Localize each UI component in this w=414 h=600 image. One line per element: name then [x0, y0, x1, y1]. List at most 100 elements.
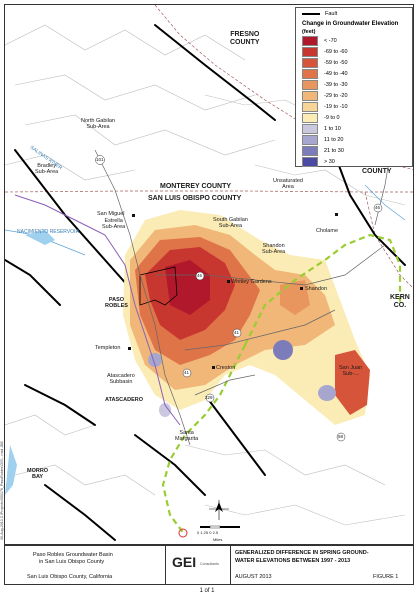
legend-class-label: 1 to 10: [324, 125, 341, 132]
templeton-marker: [128, 347, 131, 350]
legend-swatch: [302, 134, 318, 145]
legend-class-item: -9 to 0: [296, 112, 412, 123]
label-morro-bay: MORRO BAY: [27, 468, 49, 480]
legend-class-label: > 30: [324, 158, 335, 165]
fault-line: [134, 434, 206, 496]
label-slo-county: SAN LUIS OBISPO COUNTY: [148, 195, 242, 202]
fault-line: [334, 154, 406, 266]
legend-class-item: 21 to 30: [296, 145, 412, 156]
salinas-river: [14, 194, 181, 426]
title-block: Paso Robles Groundwater Basin in San Lui…: [4, 545, 414, 585]
basin-line-1: Paso Robles Groundwater Basin: [33, 552, 113, 558]
paso-robles-boundary: [139, 266, 178, 306]
legend-class-item: < -70: [296, 35, 412, 46]
label-kern-county: KERN CO.: [390, 294, 410, 309]
label-creston: Creston: [216, 365, 236, 371]
logo-text: GEI: [172, 554, 197, 570]
creston-marker: [212, 366, 215, 369]
legend-swatch: [302, 79, 318, 90]
legend-swatch: [302, 145, 318, 156]
label-bradley: Bradley Sub-Area: [35, 163, 59, 175]
fault-line: [24, 384, 96, 426]
gei-logo: GEI Consultants: [165, 546, 231, 584]
legend-swatch: [302, 68, 318, 79]
legend-swatch: [302, 112, 318, 123]
label-san-miguel: San Miguel: [97, 211, 125, 217]
legend-swatch: [302, 156, 318, 167]
legend-swatch: [302, 46, 318, 57]
label-san-juan-subarea: San Juan Sub-...: [339, 365, 363, 377]
page-footer: 1 of 1: [199, 588, 215, 594]
legend-class-item: > 30: [296, 156, 412, 167]
figure-number: FIGURE 1: [373, 574, 399, 580]
legend-class-item: 1 to 10: [296, 123, 412, 134]
label-whitley-gardens: Whitley Gardens: [231, 279, 272, 285]
figure-title-line-1: GENERALIZED DIFFERENCE IN SPRING GROUND-: [235, 550, 369, 556]
legend-class-item: -49 to -40: [296, 68, 412, 79]
label-fresno-county: FRESNO COUNTY: [230, 31, 260, 46]
cholame-marker: [335, 213, 338, 216]
legend-class-label: 21 to 30: [324, 147, 344, 154]
label-hwy-58: 58: [338, 434, 344, 439]
legend-class-label: -49 to -40: [324, 70, 348, 77]
legend-swatch: [302, 35, 318, 46]
legend-class-label: -59 to -50: [324, 59, 348, 66]
legend-class-label: -39 to -30: [324, 81, 348, 88]
legend-class-item: -69 to -60: [296, 46, 412, 57]
north-arrow: [209, 500, 229, 520]
label-atascadero: ATASCADERO: [105, 397, 143, 403]
label-hwy-101: 101: [96, 157, 104, 162]
monterey-slo-county-line: [5, 190, 413, 193]
legend-class-label: -29 to -20: [324, 92, 348, 99]
highway-46-east-shield: [373, 203, 383, 213]
location-text: San Luis Obispo County, California: [27, 574, 113, 580]
legend-class-label: 11 to 20: [324, 136, 344, 143]
logo-subtext: Consultants: [200, 562, 219, 566]
legend-swatch: [302, 101, 318, 112]
fault-line: [154, 24, 276, 121]
label-hwy-46: 46: [197, 273, 203, 278]
legend-swatch: [302, 123, 318, 134]
legend-classes: < -70 -69 to -60 -59 to -50 -49 to -40 -39 t…: [296, 35, 412, 167]
basin-boundary: [161, 233, 402, 536]
label-hwy-229: 229: [205, 395, 213, 400]
label-hwy-46-east: 46: [375, 205, 381, 210]
fault-line: [5, 259, 61, 306]
legend-class-item: -19 to -10: [296, 101, 412, 112]
label-santa-margarita: Santa Margarita: [175, 430, 199, 442]
legend-class-label: -9 to 0: [324, 114, 340, 121]
scale-units: Miles: [213, 537, 223, 542]
map-frame: FRESNO COUNTY KINGS COUNTY MONTEREY COUN…: [4, 4, 414, 545]
label-shandon: Shandon: [305, 286, 328, 292]
whitley-gardens-marker: [227, 280, 230, 283]
label-templeton: Templeton: [95, 345, 121, 351]
legend-fault: Fault: [296, 8, 412, 19]
legend-swatch: [302, 57, 318, 68]
scale-bar: [200, 525, 240, 529]
legend-units: (feet): [302, 29, 316, 35]
label-north-gabilan: North Gabilan Sub-Area: [81, 118, 115, 130]
figure-title-line-2: WATER ELEVATIONS BETWEEN 1997 - 2013: [235, 558, 351, 564]
legend-class-label: -69 to -60: [324, 48, 348, 55]
label-monterey-county: MONTEREY COUNTY: [160, 183, 232, 190]
basin-line-2: in San Luis Obispo County: [39, 559, 105, 565]
legend-class-item: -59 to -50: [296, 57, 412, 68]
label-hwy-41-south: 41: [184, 370, 190, 375]
legend-title: Change in Groundwater Elevation: [302, 21, 399, 27]
title-block-right: GENERALIZED DIFFERENCE IN SPRING GROUND-…: [229, 546, 413, 584]
title-block-left: Paso Robles Groundwater Basin in San Lui…: [5, 546, 165, 584]
map-legend: Fault Change in Groundwater Elevation (f…: [295, 7, 413, 167]
highway-41: [184, 309, 336, 351]
legend-swatch: [302, 90, 318, 101]
scale-text: 0 1.25 0 2.5: [197, 530, 219, 535]
highway-58-shield: [336, 432, 346, 442]
highway-41-south-shield: [182, 368, 192, 378]
fault-line: [44, 484, 116, 541]
label-unsaturated: Unsaturated Area: [273, 178, 303, 190]
legend-class-item: -29 to -20: [296, 90, 412, 101]
shandon-marker: [300, 287, 303, 290]
label-shandon-subarea: Shandon Sub-Area: [262, 243, 286, 255]
legend-class-item: 11 to 20: [296, 134, 412, 145]
legend-class-item: -39 to -30: [296, 79, 412, 90]
